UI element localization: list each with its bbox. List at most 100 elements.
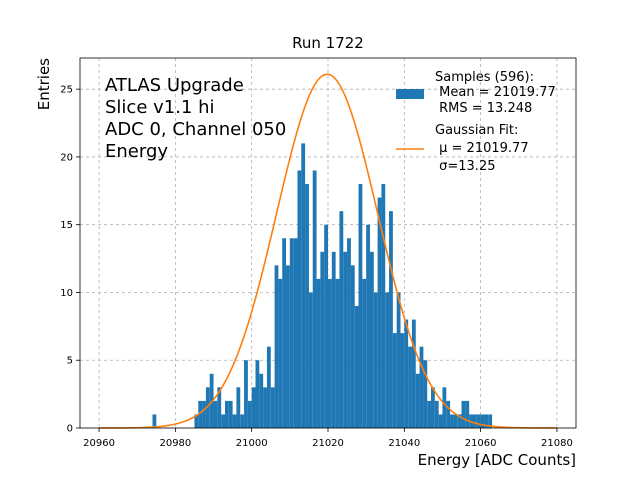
histogram-bar-50: [381, 184, 386, 428]
annotation-line-3: ADC 0, Channel 050: [105, 119, 286, 140]
histogram-bar-60: [419, 346, 424, 428]
annotation-block: ATLAS Upgrade Slice v1.1 hi ADC 0, Chann…: [105, 75, 286, 162]
histogram-bar-34: [320, 251, 325, 428]
annotation-line-2: Slice v1.1 hi: [105, 97, 215, 118]
chart-title: Run 1722: [292, 34, 364, 52]
histogram-bar-65: [438, 414, 443, 428]
legend: Samples (596): Mean = 21019.77 RMS = 13.…: [396, 70, 556, 174]
histogram-bar-21: [270, 387, 275, 428]
histogram-bar-36: [328, 278, 332, 428]
histogram-bar-4: [205, 387, 210, 428]
x-tick-label-2: 21000: [236, 438, 268, 449]
x-tick-label-5: 21060: [465, 438, 497, 449]
histogram-bar-55: [400, 333, 405, 428]
histogram-bar-70: [457, 414, 462, 428]
histogram-bar-16: [251, 387, 256, 428]
gaussian-fit-curve: [99, 73, 557, 429]
histogram-bar-68: [450, 414, 454, 428]
histogram-bar-53: [392, 333, 397, 428]
histogram-bar-63: [431, 387, 435, 428]
histogram-bar-61: [423, 360, 428, 428]
histogram-bar-27: [293, 238, 298, 428]
x-axis-label: Energy [ADC Counts]: [418, 451, 576, 469]
histogram-bar-0: [152, 414, 157, 428]
histogram-bar-22: [274, 265, 279, 428]
histogram-bar-18: [259, 373, 264, 428]
legend-samples-count: Samples (596):: [435, 70, 534, 85]
histogram-bar-43: [354, 306, 359, 428]
legend-fit-sigma: σ=13.25: [435, 159, 495, 174]
legend-samples-rms: RMS = 13.248: [435, 101, 532, 116]
histogram-bar-76: [480, 414, 485, 428]
y-axis: 0 5 10 15 20 25: [60, 85, 80, 435]
histogram-bar-29: [301, 143, 306, 428]
x-axis: 20960 20980 21000 21020 21040 21060 21080: [83, 428, 573, 449]
histogram-bar-13: [240, 414, 245, 428]
histogram-bar-20: [266, 346, 271, 428]
histogram-bar-41: [347, 238, 351, 428]
histogram-bar-1: [194, 414, 199, 428]
histogram-bar-3: [202, 400, 206, 428]
legend-histogram-swatch: [396, 89, 424, 99]
histogram-bar-49: [377, 197, 382, 428]
histogram-bar-74: [472, 414, 477, 428]
histogram-bar-30: [305, 184, 309, 428]
histogram-bar-54: [396, 292, 401, 428]
histogram-bar-44: [358, 184, 363, 428]
histogram-bar-59: [415, 373, 420, 428]
y-tick-label-5: 25: [60, 85, 73, 96]
histogram-bar-26: [289, 238, 294, 428]
histogram-bar-67: [446, 400, 451, 428]
histogram-bar-24: [282, 238, 287, 428]
histogram-bar-64: [434, 400, 439, 428]
y-tick-label-3: 15: [60, 220, 73, 231]
histogram-bar-17: [255, 360, 260, 428]
histogram-bar-33: [316, 278, 321, 428]
x-tick-label-0: 20960: [83, 438, 115, 449]
histogram-bar-19: [263, 387, 267, 428]
histogram-bar-77: [484, 414, 489, 428]
histogram-bar-25: [286, 265, 290, 428]
histogram-bar-57: [408, 346, 412, 428]
histogram-bar-2: [198, 400, 203, 428]
y-axis-label: Entries: [35, 58, 53, 110]
histogram-bar-72: [465, 400, 470, 428]
annotation-line-4: Energy: [105, 141, 168, 162]
legend-fit-mu: μ = 21019.77: [435, 141, 529, 156]
histogram-bar-71: [461, 400, 466, 428]
histogram-bar-56: [404, 319, 409, 428]
histogram-bar-58: [411, 319, 416, 428]
histogram-bar-48: [373, 292, 378, 428]
histogram-bar-40: [343, 251, 348, 428]
histogram-bar-66: [442, 387, 447, 428]
x-tick-label-6: 21080: [541, 438, 573, 449]
histogram-bar-11: [232, 414, 237, 428]
histogram-bar-38: [335, 278, 340, 428]
y-tick-label-1: 5: [67, 356, 73, 367]
histogram-bar-14: [244, 360, 248, 428]
histogram-bar-46: [366, 224, 370, 428]
y-tick-label-0: 0: [67, 424, 73, 435]
histogram-bar-37: [331, 251, 336, 428]
histogram-bar-69: [453, 414, 458, 428]
histogram-bar-78: [488, 414, 493, 428]
histogram-bar-51: [385, 292, 390, 428]
histogram-bar-47: [369, 251, 374, 428]
histogram-bar-35: [324, 224, 328, 428]
histogram-bar-12: [236, 387, 241, 428]
histogram-bar-45: [362, 278, 367, 428]
histogram-bar-8: [221, 414, 225, 428]
histogram-bar-39: [339, 211, 344, 428]
histogram-bar-31: [308, 292, 313, 428]
x-tick-label-3: 21020: [312, 438, 344, 449]
histogram-bar-6: [213, 400, 218, 428]
annotation-line-1: ATLAS Upgrade: [105, 75, 244, 96]
histogram-bar-75: [476, 414, 481, 428]
histogram-bar-32: [312, 170, 317, 428]
histogram-bar-23: [278, 278, 283, 428]
histogram-bar-52: [389, 211, 393, 428]
x-tick-label-4: 21040: [388, 438, 420, 449]
histogram-bars: [152, 143, 493, 428]
histogram-bar-15: [247, 400, 252, 428]
histogram-bar-62: [427, 400, 432, 428]
